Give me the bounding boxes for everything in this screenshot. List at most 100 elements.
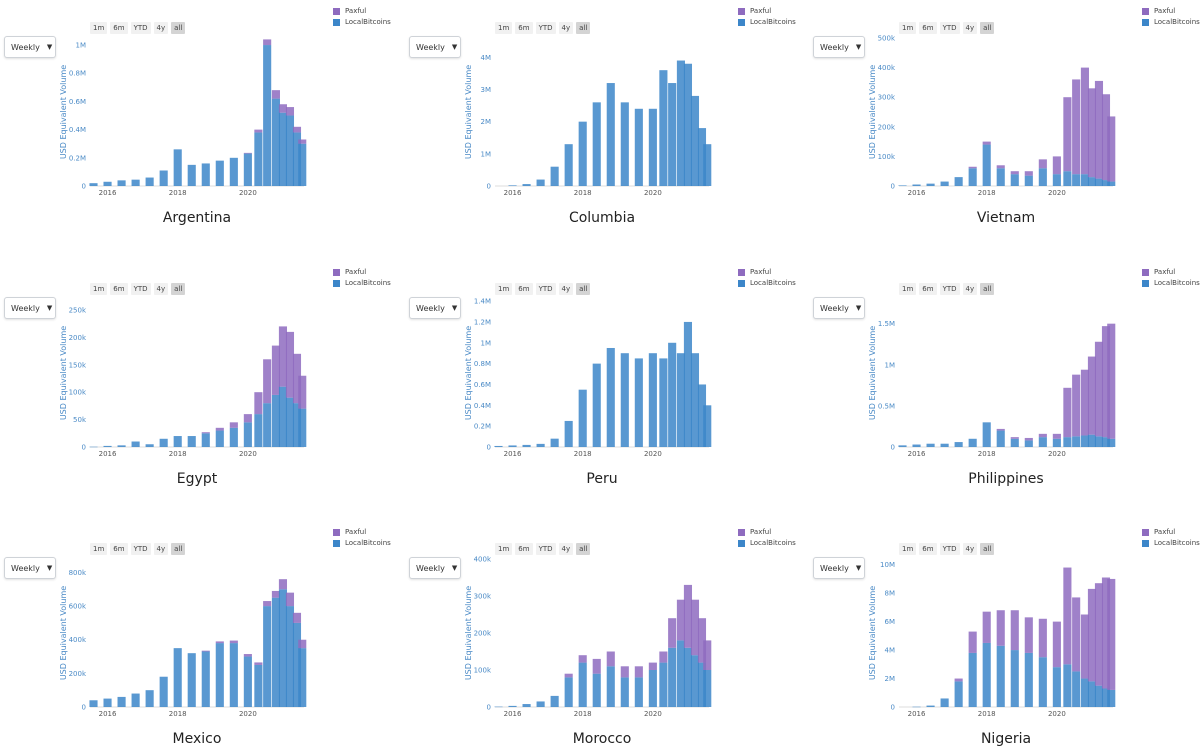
bar-paxful[interactable] — [1107, 323, 1116, 439]
range-button-1m[interactable]: 1m — [90, 283, 108, 295]
bar-localbitcoins[interactable] — [187, 653, 196, 707]
range-button-ytd[interactable]: YTD — [535, 283, 556, 295]
bar-localbitcoins[interactable] — [522, 444, 531, 447]
bar-paxful[interactable] — [1052, 433, 1061, 439]
bar-paxful[interactable] — [263, 359, 272, 404]
bar-localbitcoins[interactable] — [117, 180, 126, 186]
bar-paxful[interactable] — [676, 599, 685, 641]
bar-localbitcoins[interactable] — [697, 662, 707, 707]
range-button-ytd[interactable]: YTD — [130, 283, 151, 295]
bar-localbitcoins[interactable] — [215, 643, 224, 707]
bar-localbitcoins[interactable] — [229, 427, 238, 447]
range-button-all[interactable]: all — [576, 543, 591, 555]
bar-paxful[interactable] — [968, 631, 977, 653]
bar-paxful[interactable] — [697, 618, 707, 663]
bar-paxful[interactable] — [1080, 614, 1089, 679]
bar-localbitcoins[interactable] — [1101, 180, 1111, 186]
bar-paxful[interactable] — [1024, 171, 1033, 176]
bar-localbitcoins[interactable] — [89, 183, 98, 186]
bar-localbitcoins[interactable] — [278, 112, 288, 186]
bar-localbitcoins[interactable] — [703, 144, 712, 186]
bar-paxful[interactable] — [1038, 618, 1047, 658]
range-button-1m[interactable]: 1m — [899, 543, 917, 555]
legend-item-paxful[interactable]: Paxful — [738, 267, 796, 277]
period-dropdown[interactable]: Weekly ▼ — [813, 557, 865, 579]
bar-localbitcoins[interactable] — [648, 353, 657, 447]
bar-localbitcoins[interactable] — [996, 430, 1005, 447]
period-dropdown[interactable]: Weekly ▼ — [813, 297, 865, 319]
range-button-6m[interactable]: 6m — [110, 22, 128, 34]
bar-paxful[interactable] — [271, 590, 280, 598]
range-button-ytd[interactable]: YTD — [939, 283, 960, 295]
legend-item-localbitcoins[interactable]: LocalBitcoins — [738, 278, 796, 288]
period-dropdown[interactable]: Weekly ▼ — [813, 36, 865, 58]
bar-localbitcoins[interactable] — [159, 438, 168, 447]
bar-paxful[interactable] — [254, 392, 263, 415]
bar-paxful[interactable] — [243, 414, 252, 423]
range-button-4y[interactable]: 4y — [962, 543, 978, 555]
bar-localbitcoins[interactable] — [592, 363, 601, 447]
bar-paxful[interactable] — [298, 639, 307, 649]
bar-paxful[interactable] — [703, 640, 712, 670]
bar-localbitcoins[interactable] — [285, 397, 295, 447]
bar-paxful[interactable] — [1107, 578, 1116, 690]
bar-paxful[interactable] — [634, 666, 643, 678]
range-button-4y[interactable]: 4y — [558, 22, 574, 34]
range-button-1m[interactable]: 1m — [90, 543, 108, 555]
bar-localbitcoins[interactable] — [668, 647, 677, 707]
bar-paxful[interactable] — [1101, 94, 1111, 181]
bar-paxful[interactable] — [1107, 116, 1116, 182]
bar-localbitcoins[interactable] — [676, 60, 685, 186]
legend-item-paxful[interactable]: Paxful — [1142, 527, 1200, 537]
bar-localbitcoins[interactable] — [1010, 174, 1019, 186]
range-button-ytd[interactable]: YTD — [939, 22, 960, 34]
bar-paxful[interactable] — [683, 584, 693, 648]
bar-paxful[interactable] — [1038, 159, 1047, 169]
bar-paxful[interactable] — [1063, 97, 1072, 172]
bar-localbitcoins[interactable] — [898, 185, 907, 186]
range-button-4y[interactable]: 4y — [558, 543, 574, 555]
bar-localbitcoins[interactable] — [1063, 437, 1072, 447]
bar-localbitcoins[interactable] — [298, 408, 307, 447]
bar-localbitcoins[interactable] — [606, 666, 615, 707]
bar-localbitcoins[interactable] — [648, 108, 657, 186]
bar-localbitcoins[interactable] — [634, 108, 643, 186]
bar-localbitcoins[interactable] — [659, 662, 668, 707]
bar-localbitcoins[interactable] — [1052, 438, 1061, 447]
bar-localbitcoins[interactable] — [1024, 652, 1033, 707]
bar-paxful[interactable] — [1101, 326, 1111, 438]
bar-localbitcoins[interactable] — [292, 403, 302, 447]
bar-localbitcoins[interactable] — [508, 185, 517, 186]
bar-localbitcoins[interactable] — [173, 648, 182, 707]
bar-paxful[interactable] — [1052, 621, 1061, 668]
bar-paxful[interactable] — [1072, 79, 1081, 175]
bar-localbitcoins[interactable] — [703, 670, 712, 707]
bar-localbitcoins[interactable] — [145, 690, 154, 707]
bar-localbitcoins[interactable] — [926, 443, 935, 447]
bar-paxful[interactable] — [1094, 341, 1104, 437]
bar-localbitcoins[interactable] — [898, 445, 907, 447]
bar-localbitcoins[interactable] — [254, 132, 263, 186]
bar-localbitcoins[interactable] — [145, 177, 154, 186]
bar-localbitcoins[interactable] — [271, 394, 280, 447]
bar-localbitcoins[interactable] — [1024, 175, 1033, 186]
bar-localbitcoins[interactable] — [285, 115, 295, 186]
bar-paxful[interactable] — [659, 651, 668, 663]
bar-localbitcoins[interactable] — [982, 144, 991, 186]
bar-paxful[interactable] — [564, 673, 573, 678]
bar-localbitcoins[interactable] — [89, 700, 98, 707]
bar-localbitcoins[interactable] — [254, 414, 263, 447]
bar-paxful[interactable] — [254, 662, 263, 665]
bar-localbitcoins[interactable] — [996, 645, 1005, 707]
bar-localbitcoins[interactable] — [940, 181, 949, 186]
bar-paxful[interactable] — [668, 618, 677, 648]
bar-localbitcoins[interactable] — [131, 693, 140, 707]
bar-localbitcoins[interactable] — [1094, 436, 1104, 447]
bar-paxful[interactable] — [292, 126, 302, 133]
bar-localbitcoins[interactable] — [676, 640, 685, 707]
bar-localbitcoins[interactable] — [536, 701, 545, 707]
bar-localbitcoins[interactable] — [89, 446, 98, 448]
bar-localbitcoins[interactable] — [173, 436, 182, 447]
bar-localbitcoins[interactable] — [659, 358, 668, 447]
range-button-ytd[interactable]: YTD — [130, 22, 151, 34]
